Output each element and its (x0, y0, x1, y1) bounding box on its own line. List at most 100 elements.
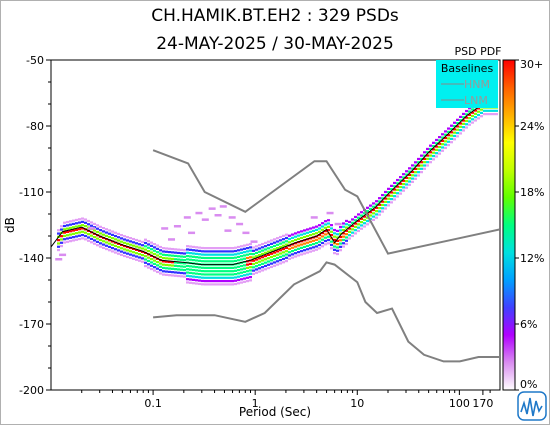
pdf-cell (126, 249, 129, 252)
pdf-cell (57, 232, 60, 235)
pdf-cell (357, 219, 360, 223)
pdf-cell (462, 112, 465, 116)
pdf-cell (285, 243, 288, 246)
baseline-curves (152, 149, 500, 363)
y-axis: -50 -80 -110 -140 -170 -200 (19, 54, 51, 397)
pdf-cell (270, 252, 273, 255)
pdf-cell (462, 119, 465, 122)
pdf-cell (258, 257, 261, 260)
pdf-cell (81, 217, 84, 220)
pdf-cell (273, 264, 276, 267)
pdf-cell (420, 171, 423, 174)
pdf-cell (198, 276, 201, 279)
pdf-cell (66, 240, 69, 243)
pdf-cell (315, 242, 318, 245)
pdf-cell (258, 263, 261, 267)
pdf-cell (93, 222, 96, 226)
pdf-cell (183, 259, 186, 262)
pdf-cell (258, 270, 261, 273)
pdf-cell (123, 238, 126, 241)
pdf-cell (180, 252, 183, 255)
pdf-cell (75, 232, 78, 235)
pdf-cell (87, 239, 90, 242)
pdf-cell (102, 230, 105, 233)
pdf-cell (312, 246, 315, 249)
pdf-cell (225, 266, 228, 269)
pdf-cell (414, 174, 417, 177)
pdf-cell (297, 247, 300, 250)
pdf-cell (138, 246, 141, 249)
pdf-cell (465, 123, 468, 126)
pdf-cell (336, 233, 339, 236)
pdf-cell (327, 225, 330, 228)
pdf-cell (342, 238, 345, 242)
pdf-cell (315, 225, 318, 228)
pdf-cell (219, 205, 227, 208)
pdf-cell (468, 117, 471, 120)
pdf-cell (381, 193, 384, 197)
pdf-cell (255, 265, 258, 268)
pdf-cell (195, 272, 198, 275)
pdf-cell (117, 236, 120, 239)
pdf-cell (348, 234, 351, 237)
pdf-cell (210, 280, 213, 283)
pdf-cell (420, 161, 423, 164)
pdf-cell (126, 242, 129, 245)
pdf-cell (66, 237, 69, 240)
pdf-cell (321, 235, 324, 238)
pdf-cell (384, 204, 387, 207)
legend-lnm-label: LNM (464, 94, 488, 107)
pdf-cell (60, 235, 63, 238)
y-tick-label: -200 (19, 384, 44, 397)
pdf-cell (345, 226, 348, 229)
pdf-cell (486, 113, 489, 116)
pdf-cell (219, 266, 222, 269)
pdf-cell (147, 256, 150, 259)
pdf-cell (258, 260, 261, 263)
pdf-cell (78, 228, 81, 231)
pdf-cell (309, 230, 312, 233)
pdf-cell (375, 200, 378, 203)
pdf-cell (114, 238, 117, 241)
pdf-cell (234, 249, 237, 253)
pdf-cell (339, 235, 342, 239)
pdf-cell (123, 241, 126, 244)
pdf-cell (435, 142, 438, 145)
pdf-cell (279, 242, 282, 245)
pdf-cell (381, 200, 384, 203)
pdf-cell (168, 274, 171, 277)
pdf-cell (141, 240, 144, 244)
pdf-cell (480, 115, 483, 118)
pdf-cell (81, 230, 84, 233)
pdf-cell (285, 240, 288, 243)
pdf-cell (111, 233, 114, 236)
pdf-cell (357, 213, 360, 216)
pdf-cell (75, 238, 78, 241)
pdf-cell (333, 248, 336, 251)
pdf-cell (219, 250, 222, 253)
pdf-cell (333, 232, 336, 235)
legend-hnm-label: HNM (464, 78, 490, 91)
pdf-cell (330, 247, 333, 250)
pdf-cell (429, 151, 432, 154)
pdf-cell (378, 210, 381, 213)
pdf-cell (165, 250, 168, 253)
pdf-cell (291, 240, 294, 243)
pdf-cell (339, 232, 342, 235)
pdf-cell (447, 140, 450, 143)
pdf-cell (186, 248, 189, 251)
pdf-cell (246, 270, 249, 273)
pdf-cell (426, 164, 429, 167)
pdf-cell (219, 260, 222, 263)
pdf-cell (171, 267, 174, 270)
pdf-cell (147, 240, 150, 243)
pdf-cell (222, 280, 225, 283)
pdf-cell (312, 226, 315, 229)
pdf-cell (345, 239, 348, 242)
pdf-cell (306, 241, 309, 244)
pdf-cell (432, 154, 435, 158)
pdf-cell (250, 240, 258, 243)
pdf-cell (240, 264, 243, 268)
pdf-cell (393, 191, 396, 194)
pdf-cell (471, 118, 474, 121)
